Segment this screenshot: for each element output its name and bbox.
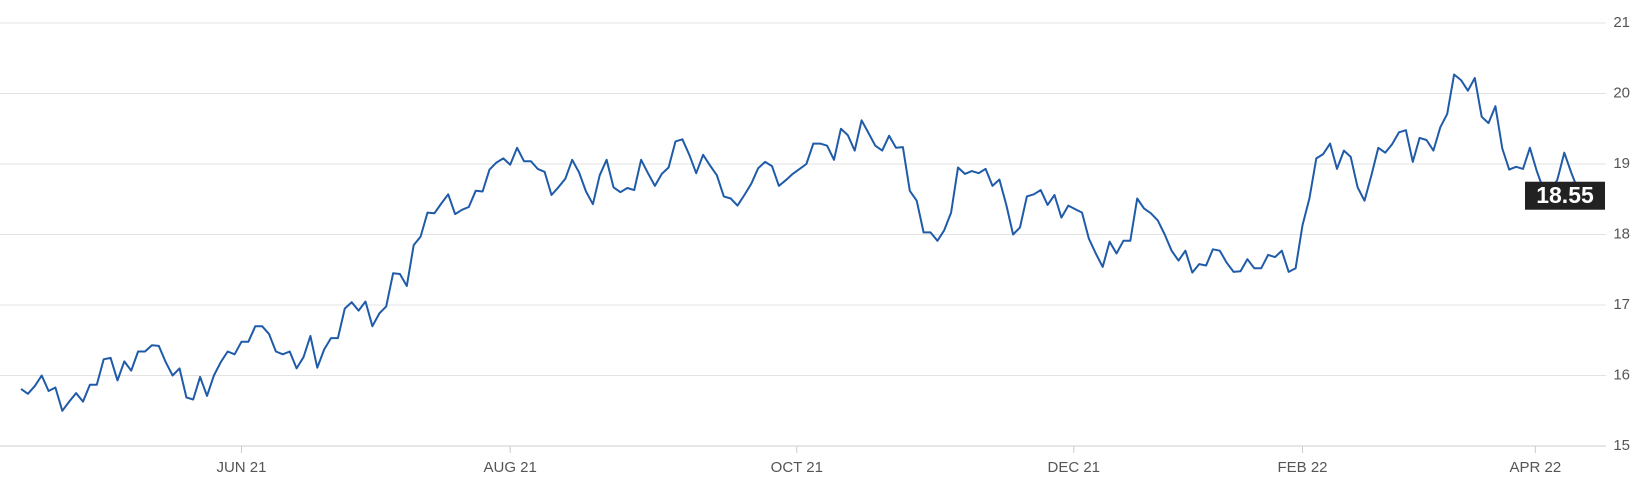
y-tick-label: 19: [1613, 155, 1630, 172]
price-line: [20, 73, 1586, 412]
x-tick-label: APR 22: [1510, 459, 1562, 476]
y-tick-label: 17: [1613, 296, 1630, 313]
x-tick-label: JUN 21: [216, 459, 266, 476]
y-tick-label: 15: [1613, 437, 1630, 454]
y-tick-label: 21: [1613, 14, 1630, 31]
y-tick-label: 16: [1613, 366, 1630, 383]
last-value-box: [1525, 181, 1605, 210]
y-tick-label: 20: [1613, 84, 1630, 101]
x-tick-label: DEC 21: [1048, 459, 1101, 476]
x-tick-label: AUG 21: [484, 459, 537, 476]
y-tick-label: 18: [1613, 225, 1630, 242]
last-value-label: 18.55: [1536, 182, 1594, 208]
x-tick-label: OCT 21: [771, 459, 823, 476]
x-tick-label: FEB 22: [1277, 459, 1327, 476]
